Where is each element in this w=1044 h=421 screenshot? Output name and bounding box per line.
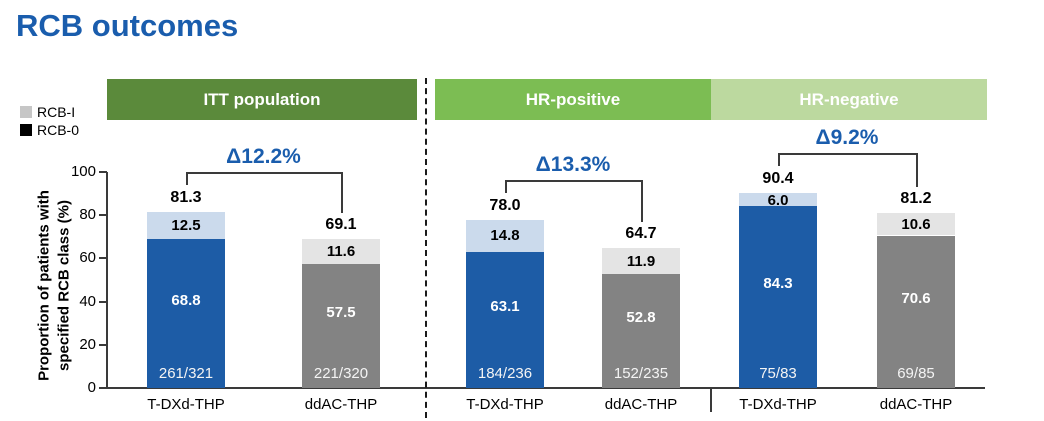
y-axis-line (106, 172, 108, 389)
legend-label: RCB-I (37, 104, 76, 120)
bar-fraction-label: 75/83 (759, 365, 797, 382)
y-tick-mark (99, 300, 107, 303)
y-tick-label: 20 (79, 335, 96, 353)
rcb1-swatch-icon (20, 106, 32, 118)
y-tick-mark (99, 343, 107, 346)
bar-fraction-label: 261/321 (158, 365, 214, 382)
y-axis-title-line1: Proportion of patients with (35, 190, 53, 381)
bar-total-label: 90.4 (762, 169, 794, 187)
bar-fraction-label: 152/235 (613, 365, 669, 382)
delta-bracket-right (916, 152, 918, 187)
rcb0-segment-label: 70.6 (901, 290, 931, 308)
rcb0-segment-label: 63.1 (490, 298, 520, 316)
delta-label-hr-positive: Δ13.3% (535, 152, 611, 176)
rcb1-segment-label: 10.6 (901, 215, 931, 233)
bar-total-label: 69.1 (325, 215, 357, 233)
bar-total-label: 81.3 (170, 189, 202, 207)
delta-bracket-left (778, 152, 780, 166)
bar-hr-negative-t-dxd-thp-rcb0 (739, 205, 817, 388)
delta-bracket-right (341, 172, 343, 213)
x-axis-label-t-dxd-thp: T-DXd-THP (466, 396, 544, 413)
bar-hr-positive-t-dxd-thp-rcb0 (466, 251, 544, 388)
x-axis-label-ddac-thp: ddAC-THP (604, 396, 678, 413)
group-header-itt-population: ITT population (107, 79, 417, 120)
rcb1-segment-label: 11.9 (626, 252, 656, 270)
delta-bracket-right (641, 179, 643, 223)
bar-total-label: 81.2 (900, 189, 932, 207)
page-title: RCB outcomes (16, 8, 239, 43)
group-header-hr-positive: HR-positive (435, 79, 711, 120)
group-header-hr-negative: HR-negative (711, 79, 987, 120)
y-tick-mark (99, 257, 107, 260)
bar-total-label: 64.7 (625, 225, 657, 243)
y-tick-label: 100 (70, 163, 96, 180)
delta-label-itt-population: Δ12.2% (226, 145, 301, 169)
bar-hr-positive-t-dxd-thp-rcb1 (466, 219, 544, 252)
x-axis-label-ddac-thp: ddAC-THP (879, 396, 953, 413)
bar-hr-positive-ddac-thp-rcb1 (602, 248, 680, 274)
delta-bracket-top (186, 172, 343, 175)
y-axis-title-line2: specified RCB class (%) (55, 200, 72, 371)
x-axis-label-t-dxd-thp: T-DXd-THP (147, 396, 225, 413)
bar-hr-positive-ddac-thp-rcb0 (602, 273, 680, 388)
bar-total-label: 78.0 (489, 196, 521, 214)
rcb0-segment-label: 68.8 (171, 292, 201, 310)
panel-divider-dashed (425, 78, 427, 418)
delta-bracket-left (186, 172, 188, 186)
legend-item-rcb1: RCB-I (20, 103, 79, 121)
rcb0-segment-label: 52.8 (626, 309, 656, 327)
bar-itt-population-ddac-thp-rcb0 (302, 263, 380, 388)
y-tick-label: 40 (79, 292, 96, 310)
bar-itt-population-t-dxd-thp-rcb0 (147, 239, 225, 388)
delta-bracket-left (505, 179, 507, 193)
x-axis-label-t-dxd-thp: T-DXd-THP (739, 396, 817, 413)
rcb1-segment-label: 11.6 (326, 242, 356, 260)
legend-item-rcb0: RCB-0 (20, 121, 79, 139)
delta-bracket-top (778, 152, 918, 155)
bar-fraction-label: 69/85 (897, 365, 935, 382)
group-divider-tick (710, 388, 712, 412)
y-tick-label: 0 (87, 379, 96, 396)
bar-fraction-label: 221/320 (313, 365, 369, 382)
rcb1-segment-label: 6.0 (767, 192, 789, 210)
bar-itt-population-t-dxd-thp-rcb1 (147, 212, 225, 240)
y-tick-label: 60 (79, 249, 96, 267)
legend-label: RCB-0 (37, 122, 80, 138)
bar-fraction-label: 184/236 (477, 365, 533, 382)
delta-bracket-top (505, 179, 643, 182)
rcb0-segment-label: 84.3 (763, 275, 793, 293)
bar-hr-negative-ddac-thp-rcb0 (877, 235, 955, 388)
rcb1-segment-label: 14.8 (490, 227, 520, 245)
bar-hr-negative-t-dxd-thp-rcb1 (739, 192, 817, 206)
rcb0-segment-label: 57.5 (326, 304, 356, 322)
legend: RCB-I RCB-0 (20, 103, 79, 139)
y-tick-mark (99, 387, 107, 389)
x-axis-label-ddac-thp: ddAC-THP (304, 396, 378, 413)
y-tick-mark (99, 171, 107, 173)
x-axis-line (106, 387, 985, 389)
y-tick-label: 80 (79, 206, 96, 224)
bar-itt-population-ddac-thp-rcb1 (302, 238, 380, 264)
y-tick-mark (99, 214, 107, 217)
rcb0-swatch-icon (20, 124, 32, 136)
delta-label-hr-negative: Δ9.2% (815, 125, 879, 149)
bar-hr-negative-ddac-thp-rcb1 (877, 212, 955, 236)
rcb1-segment-label: 12.5 (171, 217, 201, 235)
y-axis-title: Proportion of patients with specified RC… (35, 156, 74, 416)
